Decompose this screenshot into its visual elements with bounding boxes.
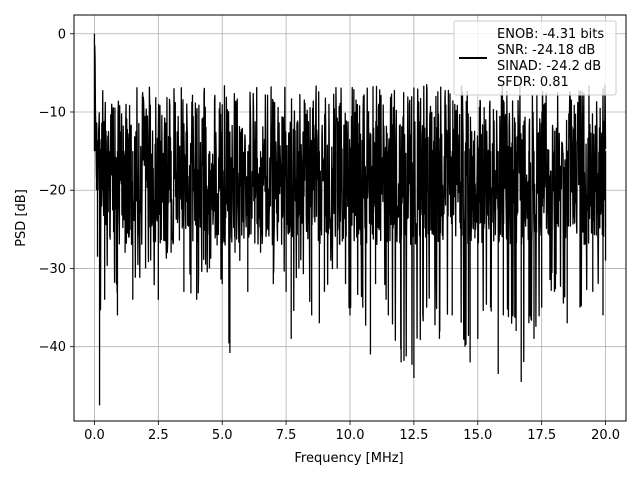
- legend-sinad: SINAD: -24.2 dB: [497, 59, 601, 74]
- x-tick-label: 7.5: [276, 428, 297, 443]
- axis-ticks: 0.0 2.5 5.0 7.5 10.0 12.5 15.0 17.5 20.0 0 −10 −20 −…: [39, 27, 620, 443]
- x-tick-label: 15.0: [463, 428, 492, 443]
- legend-enob: ENOB: -4.31 bits: [497, 27, 604, 42]
- y-tick-label: 0: [58, 27, 66, 42]
- legend-snr: SNR: -24.18 dB: [497, 43, 595, 58]
- y-axis-label: PSD [dB]: [14, 189, 29, 247]
- y-tick-label: −20: [39, 184, 66, 199]
- y-tick-label: −10: [39, 106, 66, 121]
- legend-box: [453, 20, 617, 96]
- x-tick-label: 5.0: [212, 428, 233, 443]
- x-tick-label: 2.5: [148, 428, 169, 443]
- psd-trace: [93, 33, 607, 406]
- x-tick-label: 10.0: [336, 428, 365, 443]
- y-tick-label: −30: [39, 262, 66, 277]
- psd-trace-line: [93, 33, 607, 406]
- legend-sfdr: SFDR: 0.81: [497, 75, 569, 90]
- x-tick-label: 0.0: [84, 428, 105, 443]
- x-tick-label: 20.0: [591, 428, 620, 443]
- x-axis-label: Frequency [MHz]: [294, 451, 403, 466]
- x-tick-label: 12.5: [399, 428, 428, 443]
- y-tick-label: −40: [39, 340, 66, 355]
- x-tick-label: 17.5: [527, 428, 556, 443]
- legend: ENOB: -4.31 bits SNR: -24.18 dB SINAD: -…: [453, 20, 617, 96]
